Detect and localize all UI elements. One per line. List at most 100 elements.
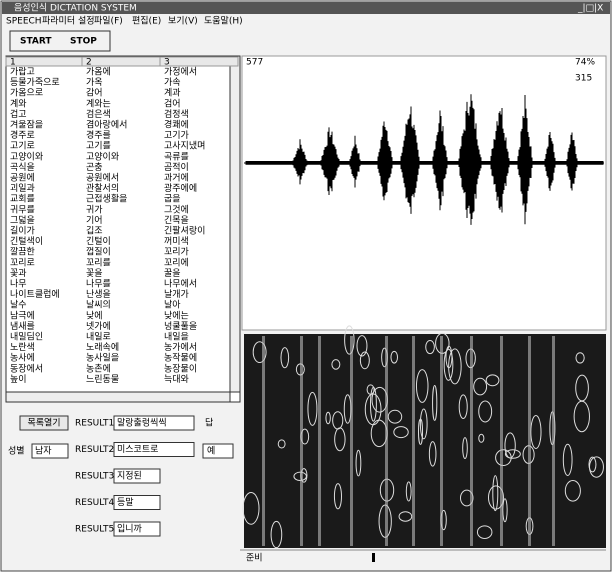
list-cell[interactable]: 나무를 bbox=[86, 279, 111, 290]
list-cell[interactable]: 긴털이 bbox=[86, 235, 111, 247]
list-cell[interactable]: 꼬리에 bbox=[164, 257, 189, 268]
list-cell[interactable]: 계과 bbox=[164, 87, 181, 99]
list-cell[interactable]: 귀가 bbox=[86, 204, 103, 215]
list-cell[interactable]: 가옥 bbox=[86, 77, 103, 88]
menu-item[interactable]: 파라미터 설정 bbox=[42, 16, 95, 27]
list-cell[interactable]: 근접생활을 bbox=[86, 193, 127, 205]
v-scrollbar[interactable] bbox=[229, 55, 241, 393]
list-cell[interactable]: 과거에 bbox=[164, 173, 189, 184]
list-cell[interactable]: 계와 bbox=[10, 97, 27, 109]
list-cell[interactable]: 그것에 bbox=[164, 204, 189, 215]
list-cell[interactable]: 깔끔한 bbox=[10, 246, 35, 258]
list-cell[interactable]: 고사지냈며 bbox=[164, 141, 205, 152]
result-field[interactable] bbox=[113, 521, 161, 537]
list-cell[interactable]: 고기로 bbox=[10, 141, 35, 152]
list-cell[interactable]: 광주에에 bbox=[164, 182, 197, 194]
result-field[interactable] bbox=[113, 415, 195, 431]
list-cell[interactable]: 내일을 bbox=[164, 332, 189, 343]
menu-item[interactable]: SPEECH bbox=[6, 17, 42, 27]
list-cell[interactable]: 날아 bbox=[164, 300, 181, 311]
list-cell[interactable]: 겨울잠을 bbox=[10, 120, 43, 131]
answer-field[interactable] bbox=[202, 443, 234, 459]
list-cell[interactable]: 가정에서 bbox=[164, 67, 197, 78]
list-cell[interactable]: 교회를 bbox=[10, 194, 35, 205]
list-cell[interactable]: 감어 bbox=[86, 87, 103, 99]
list-cell[interactable]: 꼬리로 bbox=[10, 257, 35, 268]
list-cell[interactable]: 깁조 bbox=[86, 225, 103, 237]
list-cell[interactable]: 농촌에 bbox=[86, 363, 111, 374]
list-cell[interactable]: 농사일을 bbox=[86, 353, 119, 364]
list-cell[interactable]: 꺼미색 bbox=[164, 236, 189, 247]
list-cell[interactable]: 꽃과 bbox=[10, 268, 27, 279]
list-cell[interactable]: 남극에 bbox=[10, 310, 35, 321]
list-cell[interactable]: 낮에는 bbox=[164, 310, 189, 321]
list-cell[interactable]: 꽃을 bbox=[86, 268, 103, 279]
list-cell[interactable]: 굽을 bbox=[164, 194, 181, 205]
list-cell[interactable]: 높이 bbox=[10, 374, 27, 385]
list-cell[interactable]: 노란색 bbox=[10, 341, 35, 353]
list-cell[interactable]: 나무 bbox=[10, 279, 27, 290]
list-cell[interactable]: 긴털색이 bbox=[10, 235, 43, 247]
list-cell[interactable]: 나무에서 bbox=[164, 279, 197, 290]
list-cell[interactable]: 내밀딤인 bbox=[10, 331, 43, 343]
window-controls[interactable]: _|□|X bbox=[577, 4, 603, 14]
result-field[interactable] bbox=[113, 495, 161, 510]
list-cell[interactable]: 농장물이 bbox=[164, 363, 197, 374]
list-cell[interactable]: 고기가 bbox=[164, 130, 189, 141]
menu-item[interactable]: 파일(F) bbox=[94, 16, 123, 27]
list-cell[interactable]: 경쾌에 bbox=[164, 119, 189, 131]
list-cell[interactable]: 고기를 bbox=[86, 141, 111, 152]
list-cell[interactable]: 가옴에 bbox=[86, 67, 111, 78]
list-cell[interactable]: 곤충 bbox=[86, 162, 103, 173]
stop-button[interactable]: STOP bbox=[70, 37, 97, 47]
list-cell[interactable]: 공원에서 bbox=[86, 173, 119, 184]
list-cell[interactable]: 긴팔셔랑이 bbox=[164, 225, 205, 237]
list-cell[interactable]: 농작물에 bbox=[164, 353, 197, 364]
list-cell[interactable]: 경주를 bbox=[86, 129, 111, 141]
list-cell[interactable]: 날수 bbox=[10, 300, 27, 311]
list-cell[interactable]: 계와는 bbox=[86, 97, 111, 109]
list-cell[interactable]: 고양이와 bbox=[10, 150, 43, 162]
list-cell[interactable]: 농가에서 bbox=[164, 342, 197, 353]
list-cell[interactable]: 동장에서 bbox=[10, 363, 43, 374]
list-cell[interactable]: 난생을 bbox=[86, 289, 111, 300]
list-cell[interactable]: 긴목을 bbox=[164, 215, 189, 226]
menu-item[interactable]: 편집(E) bbox=[132, 15, 161, 27]
list-cell[interactable]: 검은색 bbox=[86, 108, 111, 120]
list-cell[interactable]: 농사에 bbox=[10, 353, 35, 364]
menu-item[interactable]: 도움말(H) bbox=[204, 15, 243, 27]
gender-field[interactable] bbox=[31, 443, 69, 459]
result-field[interactable] bbox=[113, 468, 161, 484]
list-cell[interactable]: 검정색 bbox=[164, 108, 189, 120]
list-cell[interactable]: 냄새를 bbox=[10, 321, 35, 332]
start-button[interactable]: START bbox=[20, 37, 52, 47]
list-cell[interactable]: 곰적이 bbox=[164, 161, 189, 173]
list-cell[interactable]: 가랍고 bbox=[10, 67, 35, 78]
result-field[interactable] bbox=[113, 442, 195, 457]
list-cell[interactable]: 기어 bbox=[86, 215, 103, 226]
h-scrollbar[interactable] bbox=[5, 391, 231, 403]
list-cell[interactable]: 늑대와 bbox=[164, 373, 189, 385]
list-cell[interactable]: 꿀을 bbox=[164, 268, 181, 279]
list-cell[interactable]: 노래속에 bbox=[86, 342, 119, 353]
list-cell[interactable]: 등물가죽으로 bbox=[10, 77, 60, 88]
list-cell[interactable]: 넝쿨풀을 bbox=[164, 321, 197, 332]
list-cell[interactable]: 그덟을 bbox=[10, 214, 35, 226]
list-cell[interactable]: 가속 bbox=[164, 77, 181, 88]
list-cell[interactable]: 괴일과 bbox=[10, 183, 35, 194]
list-cell[interactable]: 고양이와 bbox=[86, 150, 119, 162]
list-cell[interactable]: 날씨의 bbox=[86, 300, 111, 311]
list-cell[interactable]: 공원에 bbox=[10, 173, 35, 184]
list-cell[interactable]: 가옴으로 bbox=[10, 88, 43, 99]
list-cell[interactable]: 나이트클럽에 bbox=[10, 289, 60, 300]
list-cell[interactable]: 넷가에 bbox=[86, 321, 111, 332]
list-cell[interactable]: 꼬리가 bbox=[164, 247, 189, 258]
list-cell[interactable]: 경주로 bbox=[10, 129, 35, 141]
list-cell[interactable]: 귀무를 bbox=[10, 204, 35, 215]
list-cell[interactable]: 겁고 bbox=[10, 108, 27, 120]
list-cell[interactable]: 곡식을 bbox=[10, 162, 35, 173]
list-cell[interactable]: 날개가 bbox=[164, 289, 189, 300]
open-list-label[interactable]: 목록열기 bbox=[27, 418, 60, 429]
list-cell[interactable]: 관찰서의 bbox=[86, 183, 119, 194]
list-cell[interactable]: 꼬리를 bbox=[86, 257, 111, 268]
